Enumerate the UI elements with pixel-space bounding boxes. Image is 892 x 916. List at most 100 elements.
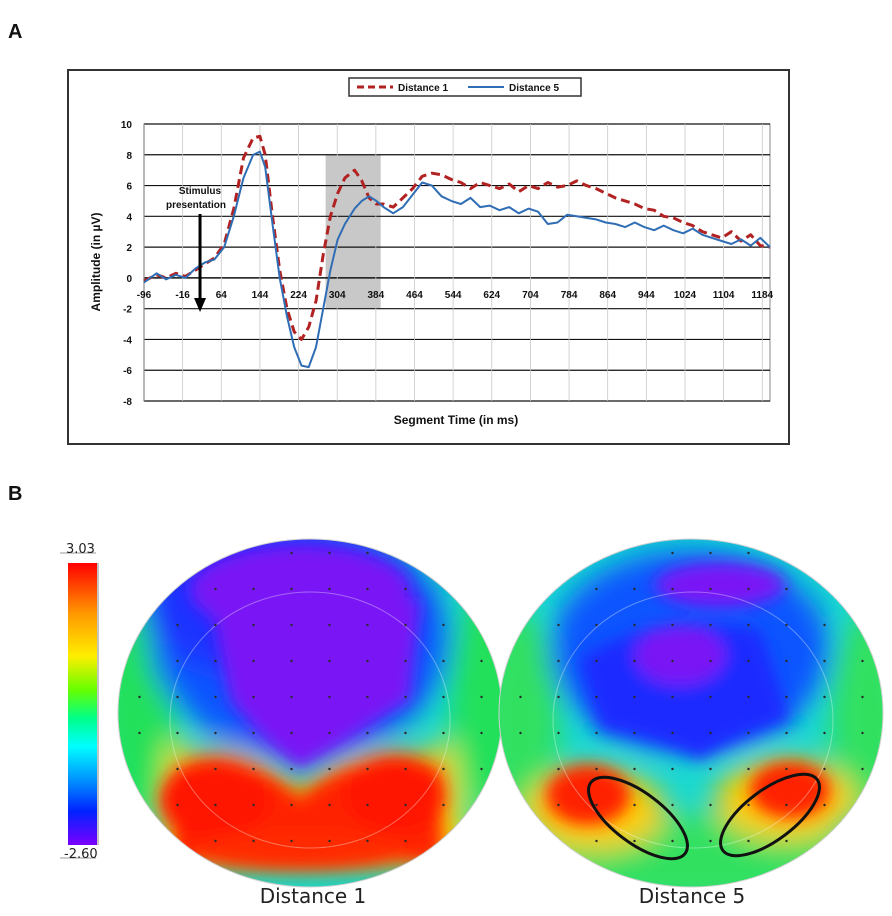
electrode-dot xyxy=(785,839,788,843)
electrode-dot xyxy=(366,551,369,555)
electrode-dot xyxy=(214,731,217,735)
electrode-dot xyxy=(519,695,522,699)
electrode-dot xyxy=(671,767,674,771)
plot-area xyxy=(143,123,771,402)
y-tick--2: -2 xyxy=(123,305,132,316)
electrode-dot xyxy=(709,839,712,843)
electrode-dot xyxy=(138,695,141,699)
electrode-dot xyxy=(252,659,255,663)
electrode-dot xyxy=(633,659,636,663)
electrode-dot xyxy=(404,767,407,771)
electrode-dot xyxy=(709,803,712,807)
x-tick-304: 304 xyxy=(329,290,346,301)
electrode-dot xyxy=(442,767,445,771)
electrode-dot xyxy=(328,767,331,771)
series-lines xyxy=(143,134,771,369)
color-scale-bar xyxy=(68,563,97,845)
electrode-dot xyxy=(557,623,560,627)
electrode-dot xyxy=(480,659,483,663)
y-tick--6: -6 xyxy=(123,366,132,377)
x-tick-624: 624 xyxy=(483,290,500,301)
electrode-dot xyxy=(290,695,293,699)
electrode-dot xyxy=(823,623,826,627)
electrode-dot xyxy=(595,587,598,591)
electrode-dot xyxy=(214,839,217,843)
electrode-dot xyxy=(366,623,369,627)
electrode-dot xyxy=(252,587,255,591)
electrode-dot xyxy=(252,623,255,627)
x-tick-144: 144 xyxy=(252,290,269,301)
x-tick-384: 384 xyxy=(368,290,385,301)
electrode-dot xyxy=(785,659,788,663)
y-tick-0: 0 xyxy=(126,274,132,285)
electrode-dot xyxy=(290,767,293,771)
electrode-dot xyxy=(214,659,217,663)
y-tick--8: -8 xyxy=(123,397,132,408)
stimulus-arrow-head xyxy=(194,298,207,312)
electrode-dot xyxy=(404,839,407,843)
electrode-dot xyxy=(747,551,750,555)
y-tick--4: -4 xyxy=(123,335,132,346)
electrode-dot xyxy=(595,659,598,663)
electrode-dot xyxy=(328,695,331,699)
electrode-dot xyxy=(595,695,598,699)
electrode-dot xyxy=(328,731,331,735)
electrode-dot xyxy=(176,623,179,627)
electrode-dot xyxy=(823,659,826,663)
electrode-dot xyxy=(404,803,407,807)
electrode-dot xyxy=(671,659,674,663)
electrode-dot xyxy=(671,839,674,843)
electrode-dot xyxy=(709,731,712,735)
electrode-dot xyxy=(747,839,750,843)
electrode-dot xyxy=(404,731,407,735)
electrode-dot xyxy=(785,803,788,807)
electrode-dot xyxy=(595,839,598,843)
electrode-dot xyxy=(442,623,445,627)
legend: Distance 1 Distance 5 xyxy=(348,77,582,97)
electrode-dot xyxy=(671,731,674,735)
electrode-dot xyxy=(366,839,369,843)
y-tick-2: 2 xyxy=(126,243,132,254)
scale-min-label: -2.60 xyxy=(64,847,98,862)
electrode-dot xyxy=(214,803,217,807)
electrode-dot xyxy=(252,767,255,771)
x-tick-1024: 1024 xyxy=(674,290,697,301)
electrode-dot xyxy=(595,803,598,807)
panel-b-label: B xyxy=(8,483,22,505)
electrode-dot xyxy=(176,659,179,663)
electrode-dot xyxy=(480,731,483,735)
electrode-dot xyxy=(709,695,712,699)
x-tick-64: 64 xyxy=(216,290,228,301)
highlight-window xyxy=(325,154,381,309)
electrode-dot xyxy=(823,695,826,699)
electrode-dot xyxy=(823,731,826,735)
electrode-dot xyxy=(214,587,217,591)
electrode-dot xyxy=(214,767,217,771)
electrode-dot xyxy=(595,767,598,771)
electrode-dot xyxy=(290,803,293,807)
x-tick-labels: -96 -16 64 144 224 304 384 464 544 624 704 784 864 94… xyxy=(137,290,774,301)
x-tick-784: 784 xyxy=(561,290,578,301)
electrode-dot xyxy=(785,767,788,771)
x-tick--16: -16 xyxy=(175,290,190,301)
electrode-dot xyxy=(404,587,407,591)
electrode-dot xyxy=(747,623,750,627)
x-tick-704: 704 xyxy=(522,290,539,301)
electrode-dot xyxy=(176,803,179,807)
x-tick-544: 544 xyxy=(445,290,462,301)
electrode-dot xyxy=(861,767,864,771)
annotation-line2: presentation xyxy=(166,200,226,211)
x-tick-944: 944 xyxy=(638,290,655,301)
x-tick-224: 224 xyxy=(290,290,307,301)
electrode-dot xyxy=(747,659,750,663)
electrode-dot xyxy=(404,695,407,699)
x-tick--96: -96 xyxy=(137,290,152,301)
electrode-dot xyxy=(442,731,445,735)
legend-label-distance-5: Distance 5 xyxy=(509,83,559,94)
electrode-dot xyxy=(671,623,674,627)
electrode-dot xyxy=(138,731,141,735)
electrode-dot xyxy=(709,623,712,627)
electrode-dot xyxy=(328,551,331,555)
y-tick-4: 4 xyxy=(126,212,132,223)
electrode-dot xyxy=(633,623,636,627)
